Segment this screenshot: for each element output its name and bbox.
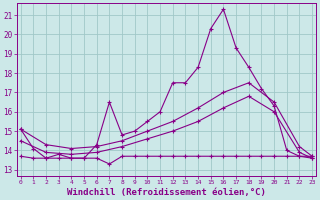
X-axis label: Windchill (Refroidissement éolien,°C): Windchill (Refroidissement éolien,°C) — [67, 188, 266, 197]
